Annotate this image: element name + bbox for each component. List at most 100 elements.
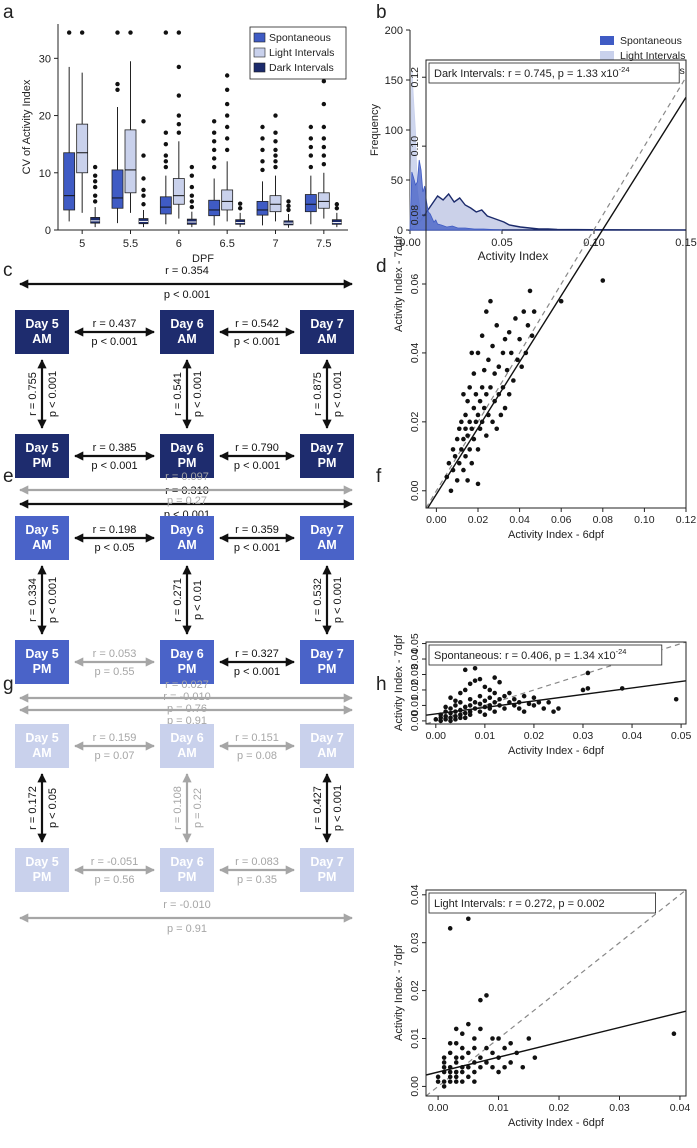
outlier-point: [308, 124, 314, 130]
data-point: [558, 298, 564, 304]
annotation-text: Dark Intervals: r = 0.745, p = 1.33 x10-…: [434, 65, 630, 80]
annotation-text: Light Intervals: r = 0.272, p = 0.002: [434, 898, 605, 910]
plot-frame: [425, 889, 687, 1097]
panel-letter: c: [3, 260, 13, 281]
annotation-text: Spontaneous: r = 0.406, p = 1.34 x10-24: [434, 647, 626, 662]
x-tick-label: 0.06: [551, 514, 572, 526]
x-tick-label: 0.01: [475, 730, 496, 742]
outlier-point: [321, 101, 327, 107]
box-light-intervals: [172, 178, 185, 205]
link-p: p = 0.35: [237, 874, 277, 886]
legend-swatch: [600, 36, 614, 45]
link-p: p = 0.27: [167, 495, 207, 507]
outlier-point: [163, 164, 169, 170]
y-tick-label: 0.04: [409, 649, 421, 670]
x-tick-label: 0.04: [509, 514, 530, 526]
y-tick-label: 0.02: [409, 411, 421, 432]
outlier-point: [286, 199, 291, 204]
link-r: r = 0.151: [235, 732, 279, 744]
data-point: [433, 717, 439, 722]
data-point: [484, 993, 489, 998]
annotation-box: [428, 892, 657, 914]
data-point: [452, 454, 458, 459]
data-point: [492, 709, 497, 714]
y-tick-label: 0.12: [409, 67, 421, 88]
box-spontaneous: [208, 199, 221, 217]
x-tick-label: 0.03: [609, 1102, 630, 1114]
data-point: [459, 1055, 465, 1060]
link-p: p < 0.001: [332, 371, 344, 417]
legend-label: Light Intervals: [620, 50, 685, 62]
area-dark-intervals: [407, 192, 687, 231]
data-point: [496, 1069, 501, 1075]
data-point: [441, 1060, 447, 1065]
box-spontaneous: [304, 194, 317, 213]
data-point: [477, 701, 483, 707]
data-point: [467, 681, 473, 687]
data-point: [453, 1060, 459, 1065]
data-point: [453, 1079, 459, 1084]
outlier-point: [224, 113, 230, 118]
outlier-point: [141, 202, 146, 207]
data-point: [453, 1069, 459, 1075]
data-point: [494, 426, 500, 432]
outlier-point: [189, 164, 195, 170]
outlier-point: [334, 202, 340, 207]
outlier-point: [176, 64, 182, 70]
data-point: [447, 1074, 453, 1080]
box-label: AM: [177, 538, 196, 552]
data-point: [513, 316, 518, 321]
box-d6pm: [160, 434, 214, 478]
outlier-point: [92, 199, 98, 204]
outlier-point: [211, 156, 217, 161]
data-point: [508, 1060, 513, 1065]
data-point: [447, 1079, 453, 1084]
data-point: [502, 1064, 507, 1070]
outlier-point: [224, 136, 230, 141]
data-point: [585, 670, 591, 676]
data-point: [467, 696, 473, 702]
outlier-point: [224, 147, 230, 153]
link-p: p < 0.05: [94, 542, 134, 554]
data-point: [448, 718, 453, 724]
link-r: r = 0.097: [165, 471, 209, 483]
outlier-point: [128, 30, 133, 35]
outlier-point: [321, 124, 327, 130]
outlier-point: [79, 30, 85, 35]
link-r: r = 0.327: [235, 648, 279, 660]
link-p: p < 0.001: [47, 371, 59, 417]
data-point: [462, 704, 468, 710]
y-tick-label: 100: [385, 125, 403, 137]
data-point: [456, 460, 462, 466]
y-tick-label: 0.01: [409, 695, 421, 716]
box-label: PM: [33, 870, 52, 884]
data-point: [461, 467, 466, 473]
outlier-point: [141, 119, 146, 124]
outlier-point: [163, 159, 169, 164]
data-point: [531, 703, 537, 708]
data-point: [600, 278, 606, 283]
y-tick-label: 10: [39, 168, 51, 180]
box-d7am: [300, 310, 354, 354]
outlier-point: [163, 30, 169, 35]
outlier-point: [189, 199, 195, 204]
box-spontaneous: [111, 169, 124, 209]
outlier-point: [189, 184, 195, 190]
outlier-point: [321, 144, 327, 150]
box-label: PM: [318, 870, 337, 884]
data-point: [488, 385, 493, 390]
outlier-point: [273, 130, 278, 135]
data-point: [461, 436, 466, 442]
link-r: r = 0.354: [165, 265, 209, 277]
data-point: [461, 391, 466, 397]
x-tick-label: 0.05: [671, 730, 692, 742]
data-point: [475, 447, 481, 452]
link-p: p < 0.001: [91, 336, 137, 348]
data-point: [453, 1026, 459, 1032]
outlier-point: [308, 136, 314, 141]
data-point: [466, 1021, 471, 1027]
data-point: [478, 1055, 483, 1060]
data-point: [671, 1031, 677, 1037]
data-point: [435, 1079, 441, 1084]
link-p: p = 0.76: [167, 703, 207, 715]
